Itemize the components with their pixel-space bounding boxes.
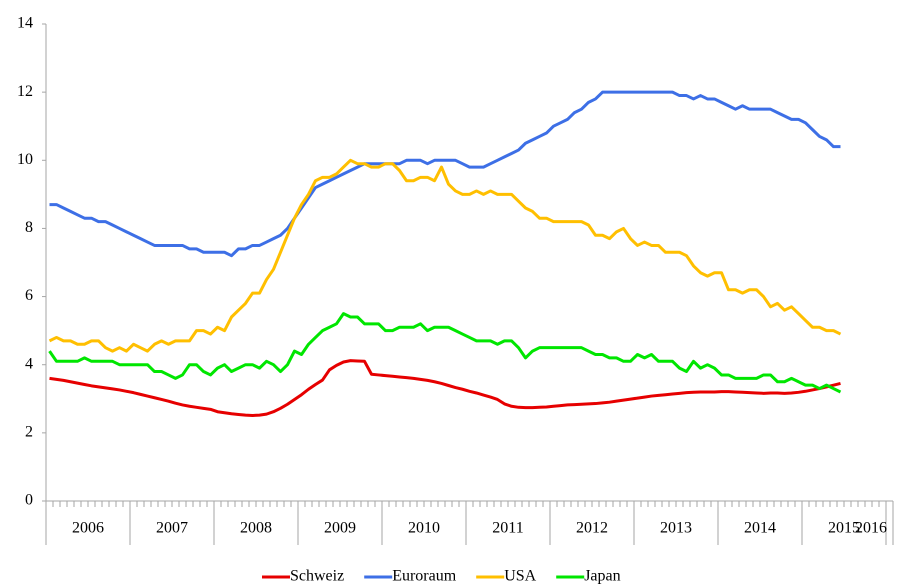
x-group-label: 2016 bbox=[855, 520, 887, 537]
legend-label: Schweiz bbox=[290, 568, 344, 585]
x-group-label: 2007 bbox=[156, 520, 188, 537]
series-line bbox=[48, 312, 842, 394]
x-group-label: 2010 bbox=[408, 520, 440, 537]
y-tick-label: 14 bbox=[17, 15, 33, 32]
x-group-label: 2014 bbox=[744, 520, 776, 537]
x-group-label: 2011 bbox=[492, 520, 523, 537]
y-tick-label: 2 bbox=[25, 424, 33, 441]
legend-label: Japan bbox=[584, 568, 620, 585]
x-group-label: 2009 bbox=[324, 520, 356, 537]
series-line bbox=[48, 158, 842, 353]
x-group-label: 2008 bbox=[240, 520, 272, 537]
y-tick-label: 4 bbox=[25, 355, 33, 372]
y-tick-label: 0 bbox=[25, 492, 33, 509]
legend-label: Euroraum bbox=[392, 568, 457, 585]
legend-label: USA bbox=[504, 568, 536, 585]
x-group-label: 2012 bbox=[576, 520, 608, 537]
y-tick-label: 6 bbox=[25, 287, 33, 304]
y-tick-label: 12 bbox=[17, 83, 33, 100]
y-tick-label: 8 bbox=[25, 219, 33, 236]
x-group-label: 2013 bbox=[660, 520, 692, 537]
series-line bbox=[49, 359, 841, 417]
x-group-label: 2006 bbox=[72, 520, 104, 537]
y-tick-label: 10 bbox=[17, 151, 33, 168]
x-group-label: 2015 bbox=[828, 520, 860, 537]
series-line bbox=[49, 90, 841, 258]
